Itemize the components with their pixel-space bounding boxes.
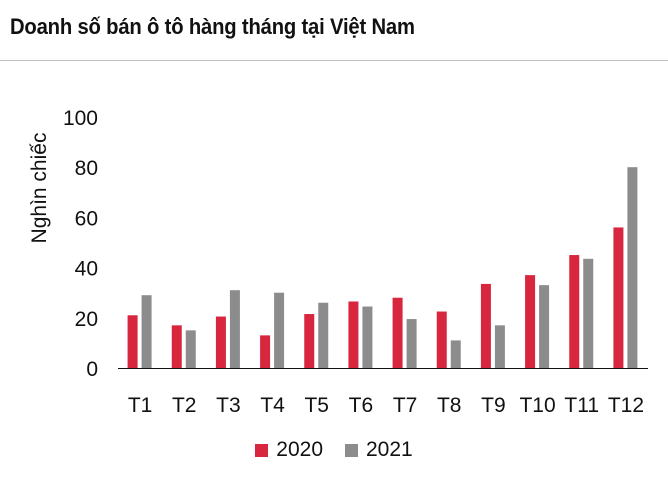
bars (127, 167, 638, 368)
y-tick-label-0: 0 (86, 358, 98, 381)
y-tick-label-80: 80 (75, 157, 98, 180)
bar-2021-T8 (450, 340, 461, 368)
bar-2020-T5 (304, 314, 315, 368)
x-tick-label-T7: T7 (393, 394, 418, 417)
x-axis-ticks: T1 T2 T3 T4 T5 T6 T7 T8 T9 T10 T11 T12 (128, 394, 644, 417)
x-tick-label-T11: T11 (564, 394, 599, 417)
bar-2021-T9 (494, 325, 505, 368)
bar-2020-T11 (569, 255, 580, 368)
x-tick-label-T6: T6 (349, 394, 374, 417)
x-tick-label-T3: T3 (216, 394, 241, 417)
bar-2021-T1 (141, 295, 152, 368)
bar-2020-T4 (260, 335, 271, 368)
y-tick-label-20: 20 (75, 308, 98, 331)
bar-2020-T12 (613, 227, 624, 368)
bar-2021-T3 (229, 290, 240, 368)
bar-2021-T12 (627, 167, 638, 368)
y-axis-ticks: 0 20 40 60 80 100 (63, 107, 98, 381)
y-tick-label-40: 40 (75, 258, 98, 281)
bar-2021-T2 (185, 330, 196, 368)
bar-2021-T5 (318, 302, 329, 368)
bar-2020-T6 (348, 301, 359, 368)
legend-label-2020: 2020 (276, 438, 323, 461)
bar-2020-T2 (171, 325, 182, 368)
x-tick-label-T9: T9 (481, 394, 506, 417)
x-tick-label-T2: T2 (172, 394, 197, 417)
x-tick-label-T8: T8 (437, 394, 462, 417)
title-divider (0, 60, 668, 61)
y-axis-label: Nghìn chiếc (28, 133, 51, 244)
legend-item-2021: 2021 (345, 438, 413, 462)
x-tick-label-T5: T5 (304, 394, 329, 417)
bar-2020-T10 (525, 275, 536, 368)
bar-2020-T1 (127, 315, 138, 368)
chart-title: Doanh số bán ô tô hàng tháng tại Việt Na… (10, 14, 415, 39)
bar-2021-T4 (274, 292, 285, 368)
bar-2021-T7 (406, 319, 417, 368)
y-tick-label-100: 100 (63, 107, 98, 130)
legend-label-2021: 2021 (366, 438, 413, 461)
bar-2020-T8 (436, 311, 447, 368)
legend-swatch-2020 (255, 443, 269, 457)
legend-swatch-2021 (345, 443, 358, 457)
bar-2021-T10 (539, 285, 550, 368)
bar-2020-T7 (392, 297, 403, 368)
legend-item-2020: 2020 (255, 438, 323, 462)
x-tick-label-T4: T4 (260, 394, 285, 417)
bar-2021-T11 (583, 258, 594, 368)
x-tick-label-T12: T12 (608, 394, 644, 417)
bar-2020-T9 (480, 283, 491, 368)
bar-2020-T3 (215, 316, 226, 368)
y-tick-label-60: 60 (75, 207, 98, 230)
bar-2021-T6 (362, 306, 373, 368)
x-tick-label-T10: T10 (519, 394, 555, 417)
legend: 2020 2021 (0, 438, 668, 462)
x-tick-label-T1: T1 (128, 394, 153, 417)
